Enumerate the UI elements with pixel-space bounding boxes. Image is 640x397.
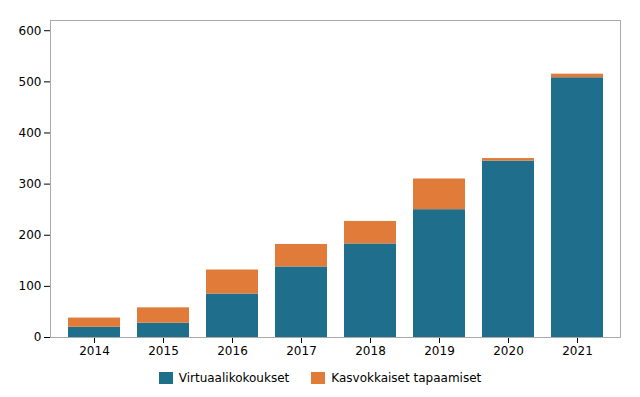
svg-text:2015: 2015 [148, 344, 179, 358]
svg-text:2014: 2014 [79, 344, 110, 358]
svg-text:400: 400 [19, 126, 42, 140]
svg-text:0: 0 [34, 330, 42, 344]
svg-text:2017: 2017 [286, 344, 317, 358]
svg-text:500: 500 [19, 75, 42, 89]
svg-text:2016: 2016 [217, 344, 248, 358]
svg-text:2019: 2019 [424, 344, 455, 358]
svg-text:2020: 2020 [493, 344, 524, 358]
html-text:Virtuaalikokoukset: Virtuaalikokoukset [178, 371, 290, 385]
svg-text:600: 600 [19, 24, 42, 38]
svg-text:200: 200 [19, 228, 42, 242]
svg-text:100: 100 [19, 279, 42, 293]
svg-text:2021: 2021 [562, 344, 593, 358]
html-text:Kasvokkaiset tapaamiset: Kasvokkaiset tapaamiset [331, 371, 482, 385]
svg-text:2018: 2018 [355, 344, 386, 358]
svg-text:300: 300 [19, 177, 42, 191]
